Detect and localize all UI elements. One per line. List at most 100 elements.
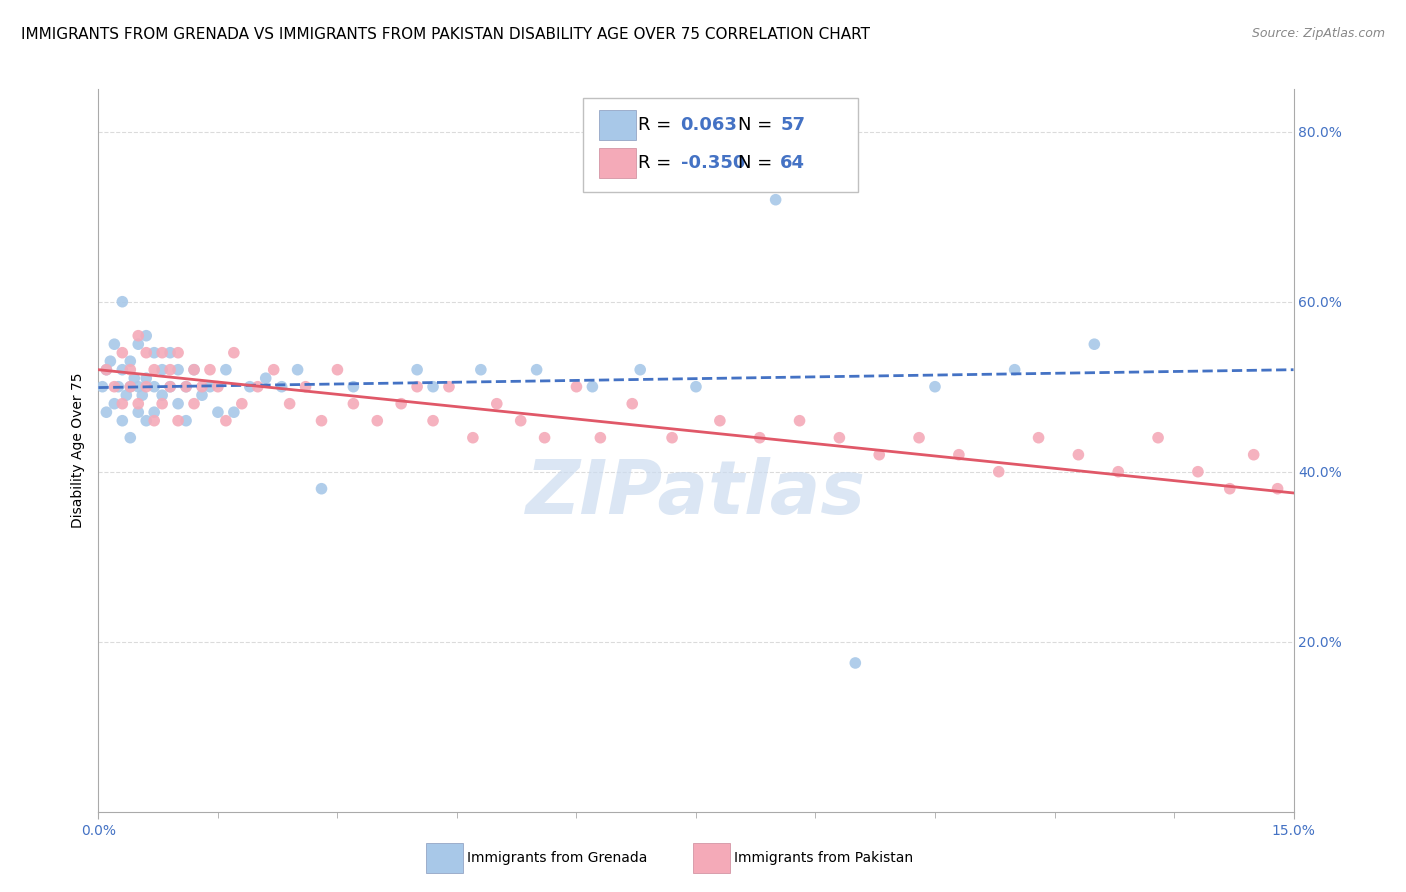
Point	[183, 362, 205, 376]
Point	[135, 380, 157, 394]
Point	[127, 380, 149, 394]
Point	[389, 397, 412, 411]
Point	[1219, 482, 1241, 496]
Point	[509, 414, 531, 428]
Point	[103, 380, 125, 394]
Point	[987, 465, 1010, 479]
Point	[828, 431, 851, 445]
Point	[143, 405, 166, 419]
Point	[143, 414, 166, 428]
Point	[107, 380, 129, 394]
Text: R =: R =	[638, 116, 678, 134]
Point	[127, 405, 149, 419]
Point	[748, 431, 770, 445]
Point	[207, 405, 229, 419]
Point	[1004, 362, 1026, 376]
Point	[1067, 448, 1090, 462]
Point	[127, 328, 149, 343]
Point	[263, 362, 285, 376]
Point	[222, 345, 245, 359]
Point	[422, 414, 444, 428]
Text: IMMIGRANTS FROM GRENADA VS IMMIGRANTS FROM PAKISTAN DISABILITY AGE OVER 75 CORRE: IMMIGRANTS FROM GRENADA VS IMMIGRANTS FR…	[21, 27, 870, 42]
Point	[124, 371, 146, 385]
Point	[143, 345, 166, 359]
Point	[150, 397, 173, 411]
Point	[589, 431, 612, 445]
Text: Immigrants from Grenada: Immigrants from Grenada	[467, 851, 647, 865]
Point	[111, 397, 134, 411]
Point	[150, 388, 173, 402]
Point	[485, 397, 508, 411]
Point	[287, 362, 309, 376]
Point	[150, 362, 173, 376]
Point	[246, 380, 269, 394]
Point	[96, 362, 118, 376]
Point	[215, 414, 238, 428]
Point	[91, 380, 114, 394]
Point	[159, 380, 181, 394]
Point	[844, 656, 866, 670]
Point	[924, 380, 946, 394]
Point	[198, 362, 221, 376]
Point	[470, 362, 492, 376]
Point	[183, 397, 205, 411]
Point	[908, 431, 931, 445]
Point	[174, 380, 197, 394]
Point	[127, 337, 149, 351]
Point	[366, 414, 388, 428]
Point	[621, 397, 644, 411]
Point	[191, 388, 214, 402]
Text: 64: 64	[780, 154, 806, 172]
Point	[135, 371, 157, 385]
Point	[581, 380, 603, 394]
Point	[143, 362, 166, 376]
Point	[215, 362, 238, 376]
Point	[461, 431, 484, 445]
Text: R =: R =	[638, 154, 678, 172]
Point	[159, 345, 181, 359]
Point	[103, 397, 125, 411]
Point	[111, 345, 134, 359]
Text: ZIPatlas: ZIPatlas	[526, 458, 866, 531]
Text: Immigrants from Pakistan: Immigrants from Pakistan	[734, 851, 912, 865]
Point	[685, 380, 707, 394]
Point	[115, 388, 138, 402]
Point	[150, 345, 173, 359]
Point	[191, 380, 214, 394]
Point	[1298, 490, 1320, 504]
Point	[1147, 431, 1170, 445]
Point	[135, 345, 157, 359]
Point	[111, 414, 134, 428]
Point	[120, 431, 142, 445]
Point	[342, 380, 364, 394]
Point	[1243, 448, 1265, 462]
Point	[167, 362, 190, 376]
Point	[120, 380, 142, 394]
Point	[948, 448, 970, 462]
Point	[789, 414, 811, 428]
Point	[183, 362, 205, 376]
Point	[709, 414, 731, 428]
Point	[198, 380, 221, 394]
Point	[111, 294, 134, 309]
Y-axis label: Disability Age Over 75: Disability Age Over 75	[70, 373, 84, 528]
Point	[167, 345, 190, 359]
Text: N =: N =	[738, 154, 778, 172]
Point	[1107, 465, 1129, 479]
Point	[311, 482, 333, 496]
Point	[311, 414, 333, 428]
Text: Source: ZipAtlas.com: Source: ZipAtlas.com	[1251, 27, 1385, 40]
Point	[231, 397, 253, 411]
Point	[1028, 431, 1050, 445]
Text: 57: 57	[780, 116, 806, 134]
Point	[765, 193, 787, 207]
Point	[111, 362, 134, 376]
Point	[143, 380, 166, 394]
Point	[1083, 337, 1105, 351]
Point	[565, 380, 588, 394]
Point	[239, 380, 262, 394]
Point	[159, 362, 181, 376]
Point	[422, 380, 444, 394]
Point	[174, 380, 197, 394]
Text: N =: N =	[738, 116, 778, 134]
